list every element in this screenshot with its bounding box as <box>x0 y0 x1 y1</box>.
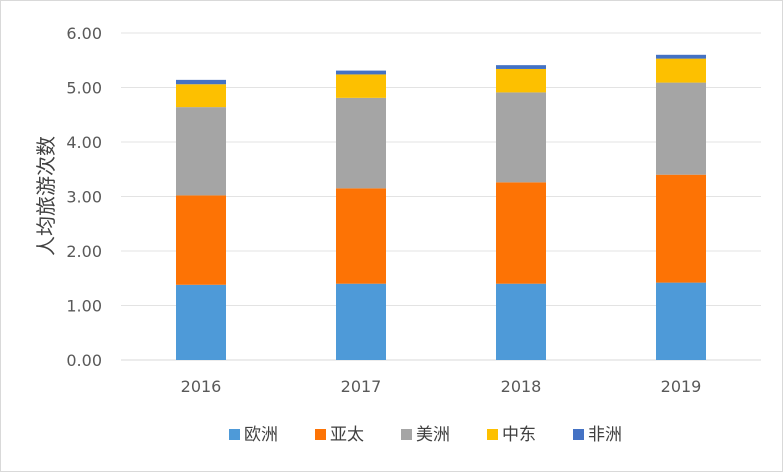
bar-segment <box>336 188 386 284</box>
y-tick-label: 6.00 <box>66 24 102 43</box>
y-tick-label: 3.00 <box>66 188 102 207</box>
bar-segment <box>656 58 706 83</box>
bar-segment <box>176 284 226 360</box>
legend-swatch <box>573 429 584 440</box>
legend-swatch <box>315 429 326 440</box>
bar-segment <box>496 65 546 69</box>
legend-label: 中东 <box>502 425 536 445</box>
x-tick-label: 2016 <box>181 377 222 396</box>
x-tick-label: 2019 <box>661 377 702 396</box>
bar-segment <box>176 107 226 196</box>
gridlines <box>121 32 761 361</box>
bar-segment <box>176 195 226 285</box>
y-tick-label: 1.00 <box>66 297 102 316</box>
legend: 欧洲 亚太 美洲 中东 非洲 <box>229 425 622 445</box>
legend-label: 亚太 <box>330 425 364 445</box>
bar-segment <box>496 68 546 93</box>
x-tick-label: 2017 <box>341 377 382 396</box>
bar-segment <box>176 79 226 85</box>
bar-segment <box>336 283 386 360</box>
y-tick-label: 4.00 <box>66 133 102 152</box>
bar-segment <box>656 282 706 360</box>
y-tick-label: 0.00 <box>66 351 102 370</box>
bars <box>176 54 706 360</box>
bar-segment <box>176 84 226 108</box>
bar-segment <box>656 82 706 175</box>
bar-segment <box>496 92 546 183</box>
x-axis-ticks: 2016 2017 2018 2019 <box>181 377 702 396</box>
y-axis-label: 人均旅游次数 <box>34 136 58 256</box>
legend-label: 美洲 <box>416 425 450 445</box>
x-tick-label: 2018 <box>501 377 542 396</box>
y-tick-label: 2.00 <box>66 242 102 261</box>
bar-segment <box>336 74 386 98</box>
bar-segment <box>496 182 546 284</box>
y-axis-ticks: 0.00 1.00 2.00 3.00 4.00 5.00 6.00 <box>66 24 102 370</box>
bar-segment <box>496 283 546 360</box>
bar-segment <box>656 174 706 283</box>
bar-segment <box>336 97 386 189</box>
legend-swatch <box>401 429 412 440</box>
legend-label: 欧洲 <box>244 425 278 445</box>
legend-swatch <box>229 429 240 440</box>
y-tick-label: 5.00 <box>66 79 102 98</box>
bar-segment <box>656 54 706 59</box>
bar-segment <box>336 70 386 75</box>
legend-label: 非洲 <box>588 425 622 445</box>
legend-swatch <box>487 429 498 440</box>
